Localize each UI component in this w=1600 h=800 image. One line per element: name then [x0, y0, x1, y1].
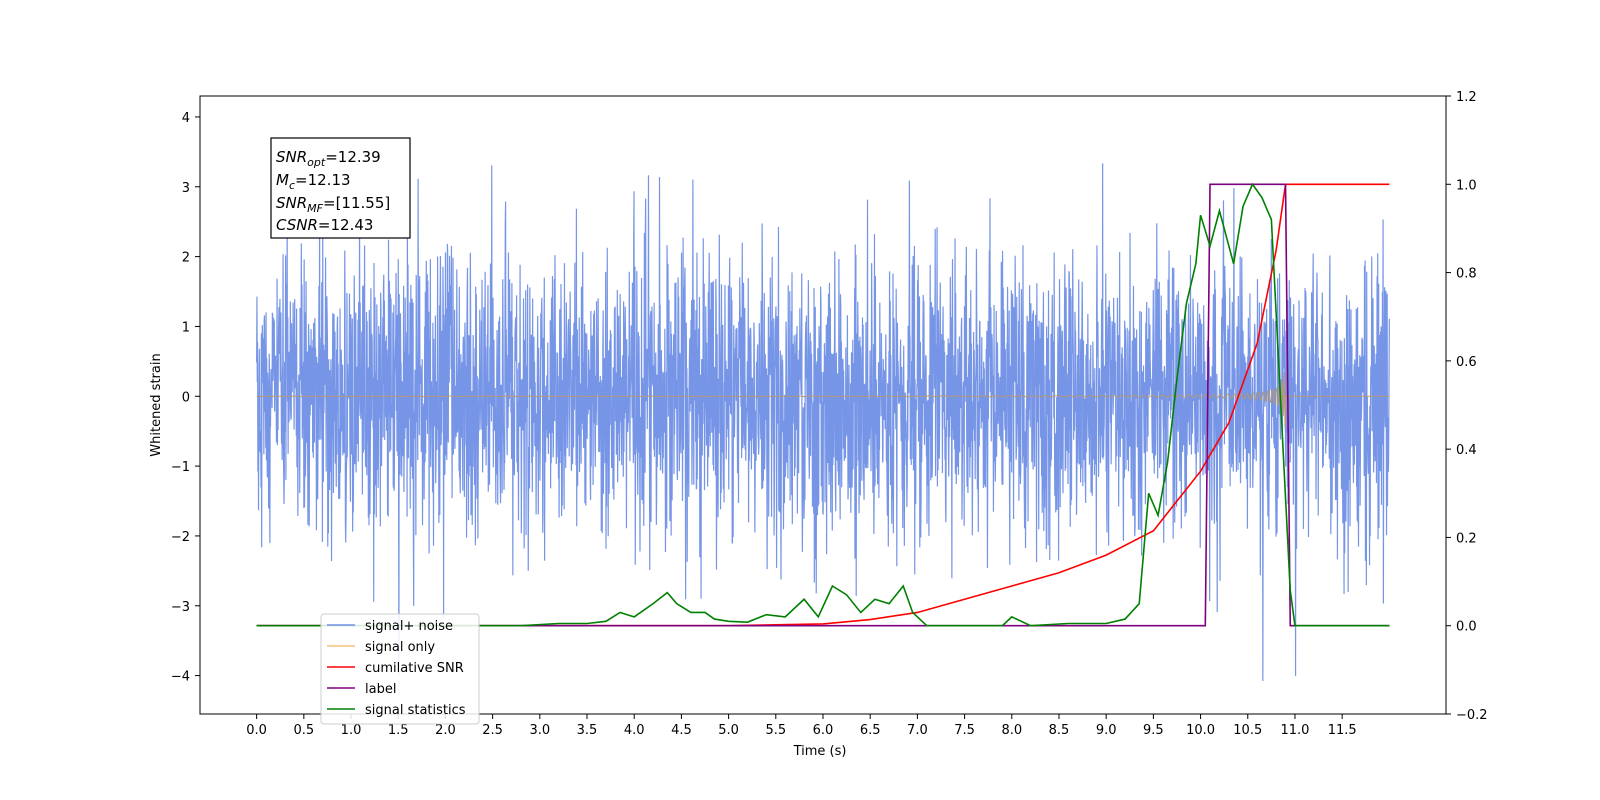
y-left-tick-label: 4 [182, 111, 190, 126]
legend-label-signal-only: signal only [365, 640, 435, 655]
legend-item-signal-only: signal only [327, 640, 435, 655]
x-tick-label: 1.0 [341, 723, 362, 738]
series-layer [256, 163, 1390, 682]
x-tick-label: 9.0 [1096, 723, 1117, 738]
legend-label-cumulative-snr: cumilative SNR [365, 661, 464, 676]
y-right-tick-label: 1.2 [1456, 90, 1477, 105]
x-tick-label: 2.5 [482, 723, 503, 738]
y-right-tick-label: 0.2 [1456, 531, 1477, 546]
x-tick-label: 0.5 [293, 723, 314, 738]
x-tick-label: 5.5 [765, 723, 786, 738]
annotation-snr-opt: SNRopt=12.39 [276, 148, 381, 169]
x-tick-label: 11.5 [1328, 723, 1357, 738]
y-right-tick-label: 1.0 [1456, 178, 1477, 193]
x-tick-label: 4.0 [624, 723, 645, 738]
y-right-tick-label: 0.0 [1456, 620, 1477, 635]
legend-label-label: label [365, 682, 396, 697]
x-tick-label: 11.0 [1280, 723, 1309, 738]
x-tick-label: 6.5 [860, 723, 881, 738]
x-tick-label: 8.5 [1049, 723, 1070, 738]
legend: signal+ noise signal only cumilative SNR… [320, 613, 480, 725]
x-tick-label: 3.0 [529, 723, 550, 738]
legend-label-signal-statistics: signal statistics [365, 703, 466, 718]
x-tick-label: 6.0 [813, 723, 834, 738]
x-tick-label: 9.5 [1143, 723, 1164, 738]
x-tick-label: 0.0 [246, 723, 267, 738]
x-tick-label: 3.5 [577, 723, 598, 738]
y-left-tick-label: −4 [171, 670, 190, 685]
legend-frame [320, 613, 480, 725]
y-left-tick-label: 1 [182, 320, 190, 335]
y-right-tick-label: −0.2 [1456, 708, 1488, 723]
series-signal-statistics [256, 182, 1390, 627]
series-cumulative-snr [256, 183, 1390, 627]
y-right-tick-label: 0.6 [1456, 355, 1477, 370]
x-tick-label: 4.5 [671, 723, 692, 738]
legend-item-label: label [327, 682, 396, 697]
legend-label-signal-noise: signal+ noise [365, 619, 453, 634]
x-tick-label: 2.0 [435, 723, 456, 738]
series-signal-only [256, 372, 1390, 428]
y-right-tick-label: 0.4 [1456, 443, 1477, 458]
y-left-tick-label: −3 [171, 600, 190, 615]
x-axis-label: Time (s) [793, 744, 847, 759]
y-axis-left: 4 3 2 1 0 −1 −2 −3 −4 [171, 111, 200, 685]
y-left-tick-label: 0 [182, 390, 190, 405]
x-tick-label: 1.5 [388, 723, 409, 738]
x-tick-label: 8.0 [1001, 723, 1022, 738]
x-tick-label: 7.0 [907, 723, 928, 738]
y-axis-right: 1.2 1.0 0.8 0.6 0.4 0.2 0.0 −0.2 [1446, 90, 1488, 723]
y-left-tick-label: −2 [171, 530, 190, 545]
legend-item-signal-statistics: signal statistics [327, 703, 466, 718]
annotation-csnr: CSNR=12.43 [276, 216, 373, 234]
x-axis: 0.0 0.5 1.0 1.5 2.0 2.5 3.0 3.5 4.0 4.5 5.0 5.5 6.0 6… [246, 714, 1357, 738]
y-left-tick-label: 2 [182, 251, 190, 266]
series-signal-noise [256, 163, 1390, 682]
y-axis-left-label: Whitened strain [149, 353, 164, 456]
annotation-box: SNRopt=12.39 Mc=12.13 SNRMF=[11.55] CSNR… [270, 137, 411, 239]
x-tick-label: 10.0 [1186, 723, 1215, 738]
x-tick-label: 10.5 [1233, 723, 1262, 738]
y-left-tick-label: 3 [182, 181, 190, 196]
y-right-tick-label: 0.8 [1456, 267, 1477, 282]
y-left-tick-label: −1 [171, 460, 190, 475]
annotation-frame [270, 137, 411, 239]
annotation-mc: Mc=12.13 [276, 171, 351, 192]
x-tick-label: 7.5 [954, 723, 975, 738]
x-tick-label: 5.0 [718, 723, 739, 738]
annotation-snr-mf: SNRMF=[11.55] [276, 194, 390, 215]
legend-item-signal-noise: signal+ noise [327, 619, 453, 634]
legend-item-cumulative-snr: cumilative SNR [327, 661, 464, 676]
